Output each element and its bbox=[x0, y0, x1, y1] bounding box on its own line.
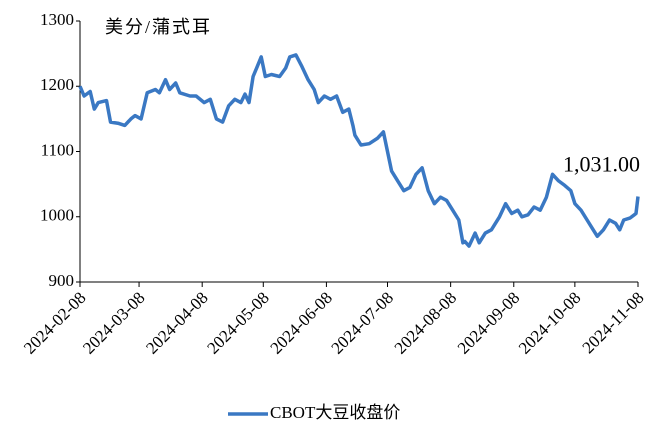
x-tick-label: 2024-03-08 bbox=[79, 288, 149, 358]
x-tick-label: 2024-07-08 bbox=[328, 288, 398, 358]
y-tick-label: 1300 bbox=[40, 10, 74, 29]
x-tick-label: 2024-02-08 bbox=[20, 288, 90, 358]
legend-label: CBOT大豆收盘价 bbox=[270, 403, 400, 422]
y-tick-label: 900 bbox=[49, 271, 75, 290]
y-tick-label: 1000 bbox=[40, 206, 74, 225]
y-tick-label: 1100 bbox=[41, 140, 74, 159]
x-tick-label: 2024-05-08 bbox=[203, 288, 273, 358]
x-tick-label: 2024-10-08 bbox=[515, 288, 585, 358]
x-tick-label: 2024-09-08 bbox=[454, 288, 524, 358]
x-tick-label: 2024-06-08 bbox=[266, 288, 336, 358]
annotation: 1,031.00 bbox=[563, 152, 640, 177]
data-line bbox=[78, 53, 640, 248]
x-tick-label: 2024-08-08 bbox=[391, 288, 461, 358]
y-axis-label: 美分/蒲式耳 bbox=[105, 17, 212, 37]
y-tick-label: 1200 bbox=[40, 75, 74, 94]
x-tick-label: 2024-04-08 bbox=[142, 288, 212, 358]
x-tick-label: 2024-11-08 bbox=[579, 288, 648, 357]
